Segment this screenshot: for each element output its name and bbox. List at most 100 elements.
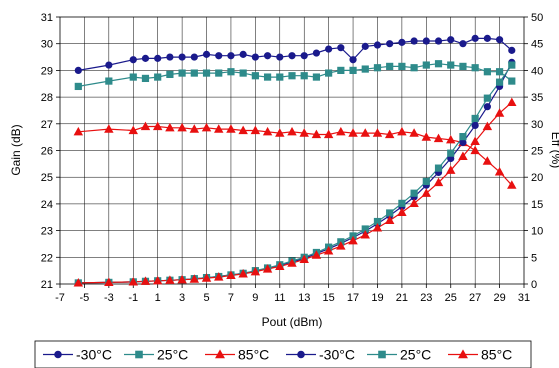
data-point-0 xyxy=(447,36,455,44)
x-tick-label: 5 xyxy=(203,292,209,304)
data-point-2 xyxy=(446,134,456,144)
legend-label: -30°C xyxy=(76,347,112,363)
data-point-0 xyxy=(422,37,430,45)
data-point-5 xyxy=(299,254,309,264)
y-tick-label: 22 xyxy=(41,252,53,264)
data-point-5 xyxy=(323,245,334,255)
data-point-1 xyxy=(447,61,455,69)
data-point-0 xyxy=(386,40,394,48)
data-point-5 xyxy=(238,268,248,278)
data-point-0 xyxy=(312,49,321,57)
x-tick-label: -1 xyxy=(128,292,138,304)
data-point-0 xyxy=(483,34,491,42)
y-tick-label: 23 xyxy=(41,226,53,238)
legend-swatch-marker xyxy=(215,349,225,359)
y2-tick-label: 35 xyxy=(531,92,543,104)
legend-label: 85°C xyxy=(238,347,269,363)
legend: -30°C 25°C 85°C -30°C 25°C 85°C xyxy=(34,340,532,368)
y2-tick-label: 10 xyxy=(531,226,543,238)
y2-tick-label: 5 xyxy=(531,252,537,264)
data-point-2 xyxy=(104,124,114,133)
data-point-1 xyxy=(227,68,235,76)
y2-tick-label: 20 xyxy=(531,172,543,184)
legend-swatch-marker xyxy=(458,349,468,359)
data-point-5 xyxy=(104,277,114,286)
data-point-4 xyxy=(386,209,394,217)
data-point-1 xyxy=(312,73,321,81)
data-point-5 xyxy=(311,250,322,259)
data-point-5 xyxy=(152,275,163,285)
data-point-0 xyxy=(190,53,198,61)
legend-swatch-marker xyxy=(135,350,143,359)
data-point-5 xyxy=(372,223,383,232)
data-point-0 xyxy=(459,40,467,48)
data-point-2 xyxy=(214,124,224,133)
data-point-0 xyxy=(105,61,113,69)
data-point-5 xyxy=(201,273,212,282)
data-point-5 xyxy=(384,215,395,225)
x-tick-label: 21 xyxy=(396,292,408,304)
y-tick-label: 25 xyxy=(41,172,53,184)
y-tick-label: 24 xyxy=(41,199,53,211)
data-point-0 xyxy=(325,45,333,53)
data-point-1 xyxy=(471,64,479,72)
data-point-2 xyxy=(336,126,346,136)
data-point-2 xyxy=(152,121,163,131)
data-point-2 xyxy=(494,166,505,176)
x-tick-label: 25 xyxy=(445,292,457,304)
data-point-4 xyxy=(410,189,418,197)
data-point-5 xyxy=(494,108,505,117)
x-tick-label: -5 xyxy=(80,292,90,304)
data-point-2 xyxy=(287,126,297,136)
data-point-1 xyxy=(398,62,406,70)
data-point-5 xyxy=(140,276,151,285)
x-axis-label: Pout (dBm) xyxy=(262,315,323,329)
y2-axis-label: Eff (%) xyxy=(549,132,559,168)
y-tick-label: 27 xyxy=(41,119,53,131)
y-axis-ticks: 21 22 23 24 25 26 27 28 29 30 31 xyxy=(41,12,60,291)
data-point-0 xyxy=(349,56,357,64)
x-tick-label: 3 xyxy=(179,292,185,304)
legend-swatch-marker xyxy=(297,350,305,359)
x-tick-label: 15 xyxy=(323,292,335,304)
data-point-1 xyxy=(202,69,211,77)
data-point-2 xyxy=(238,125,248,135)
data-point-2 xyxy=(73,126,84,136)
data-point-1 xyxy=(459,62,467,70)
data-point-0 xyxy=(239,50,247,58)
x-tick-label: 7 xyxy=(228,292,234,304)
legend-label: 25°C xyxy=(157,347,188,363)
data-point-0 xyxy=(141,54,150,62)
data-point-5 xyxy=(177,274,187,284)
data-point-3 xyxy=(459,138,467,147)
data-point-2 xyxy=(384,129,395,139)
data-point-1 xyxy=(337,66,345,75)
data-point-3 xyxy=(471,121,479,130)
legend-label: 85°C xyxy=(481,347,512,363)
data-point-2 xyxy=(421,132,432,141)
data-point-1 xyxy=(105,77,113,85)
data-point-4 xyxy=(422,177,430,186)
data-point-5 xyxy=(189,274,200,283)
data-point-5 xyxy=(446,165,456,174)
y2-tick-label: 25 xyxy=(531,146,543,158)
data-point-0 xyxy=(74,66,82,75)
x-tick-label: 17 xyxy=(347,292,359,304)
y2-tick-label: 15 xyxy=(531,199,543,211)
data-point-1 xyxy=(495,68,504,76)
y2-tick-label: 40 xyxy=(531,65,543,77)
data-point-0 xyxy=(276,53,284,61)
data-point-4 xyxy=(495,78,504,86)
data-point-1 xyxy=(239,69,247,77)
data-point-1 xyxy=(373,64,382,72)
y-tick-label: 30 xyxy=(41,39,53,51)
data-point-2 xyxy=(397,126,407,136)
data-point-5 xyxy=(214,272,224,281)
data-point-5 xyxy=(507,97,517,107)
data-point-0 xyxy=(410,37,418,45)
data-point-5 xyxy=(128,276,138,286)
data-point-2 xyxy=(177,122,187,132)
x-tick-label: -7 xyxy=(55,292,65,304)
series-points xyxy=(73,34,517,287)
data-point-1 xyxy=(422,61,430,69)
